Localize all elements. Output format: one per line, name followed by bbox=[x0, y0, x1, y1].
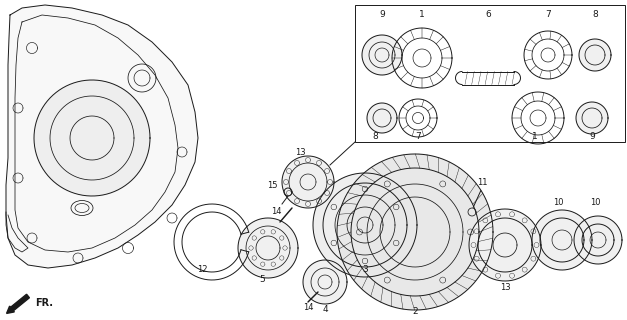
Text: 13: 13 bbox=[500, 284, 510, 292]
Text: 3: 3 bbox=[362, 266, 368, 275]
Circle shape bbox=[532, 210, 592, 270]
Text: 10: 10 bbox=[553, 197, 563, 206]
Text: 14: 14 bbox=[271, 207, 282, 217]
Text: 2: 2 bbox=[412, 308, 418, 316]
Text: 7: 7 bbox=[415, 132, 421, 140]
Text: 14: 14 bbox=[303, 303, 314, 313]
Text: 1: 1 bbox=[532, 132, 538, 140]
Circle shape bbox=[367, 103, 397, 133]
Text: 5: 5 bbox=[259, 276, 265, 284]
Text: 7: 7 bbox=[545, 10, 551, 19]
Text: 15: 15 bbox=[266, 180, 277, 189]
Polygon shape bbox=[6, 5, 198, 268]
Circle shape bbox=[303, 260, 347, 304]
Circle shape bbox=[579, 39, 611, 71]
Text: 10: 10 bbox=[590, 197, 600, 206]
Circle shape bbox=[282, 156, 334, 208]
Text: FR.: FR. bbox=[35, 298, 53, 308]
Bar bbox=[355, 5, 625, 142]
Circle shape bbox=[313, 173, 417, 277]
Text: 4: 4 bbox=[322, 306, 328, 315]
Circle shape bbox=[362, 35, 402, 75]
Circle shape bbox=[238, 218, 298, 278]
FancyArrow shape bbox=[6, 294, 29, 313]
Circle shape bbox=[34, 80, 150, 196]
Circle shape bbox=[574, 216, 622, 264]
Text: 11: 11 bbox=[477, 178, 487, 187]
Text: 8: 8 bbox=[592, 10, 598, 19]
Text: 8: 8 bbox=[372, 132, 378, 140]
Circle shape bbox=[337, 154, 493, 310]
Text: 13: 13 bbox=[295, 148, 305, 156]
Circle shape bbox=[469, 209, 541, 281]
Text: 9: 9 bbox=[589, 132, 595, 140]
Text: 12: 12 bbox=[197, 266, 208, 275]
Circle shape bbox=[576, 102, 608, 134]
Text: 6: 6 bbox=[485, 10, 491, 19]
Text: 9: 9 bbox=[379, 10, 385, 19]
Text: 1: 1 bbox=[419, 10, 425, 19]
